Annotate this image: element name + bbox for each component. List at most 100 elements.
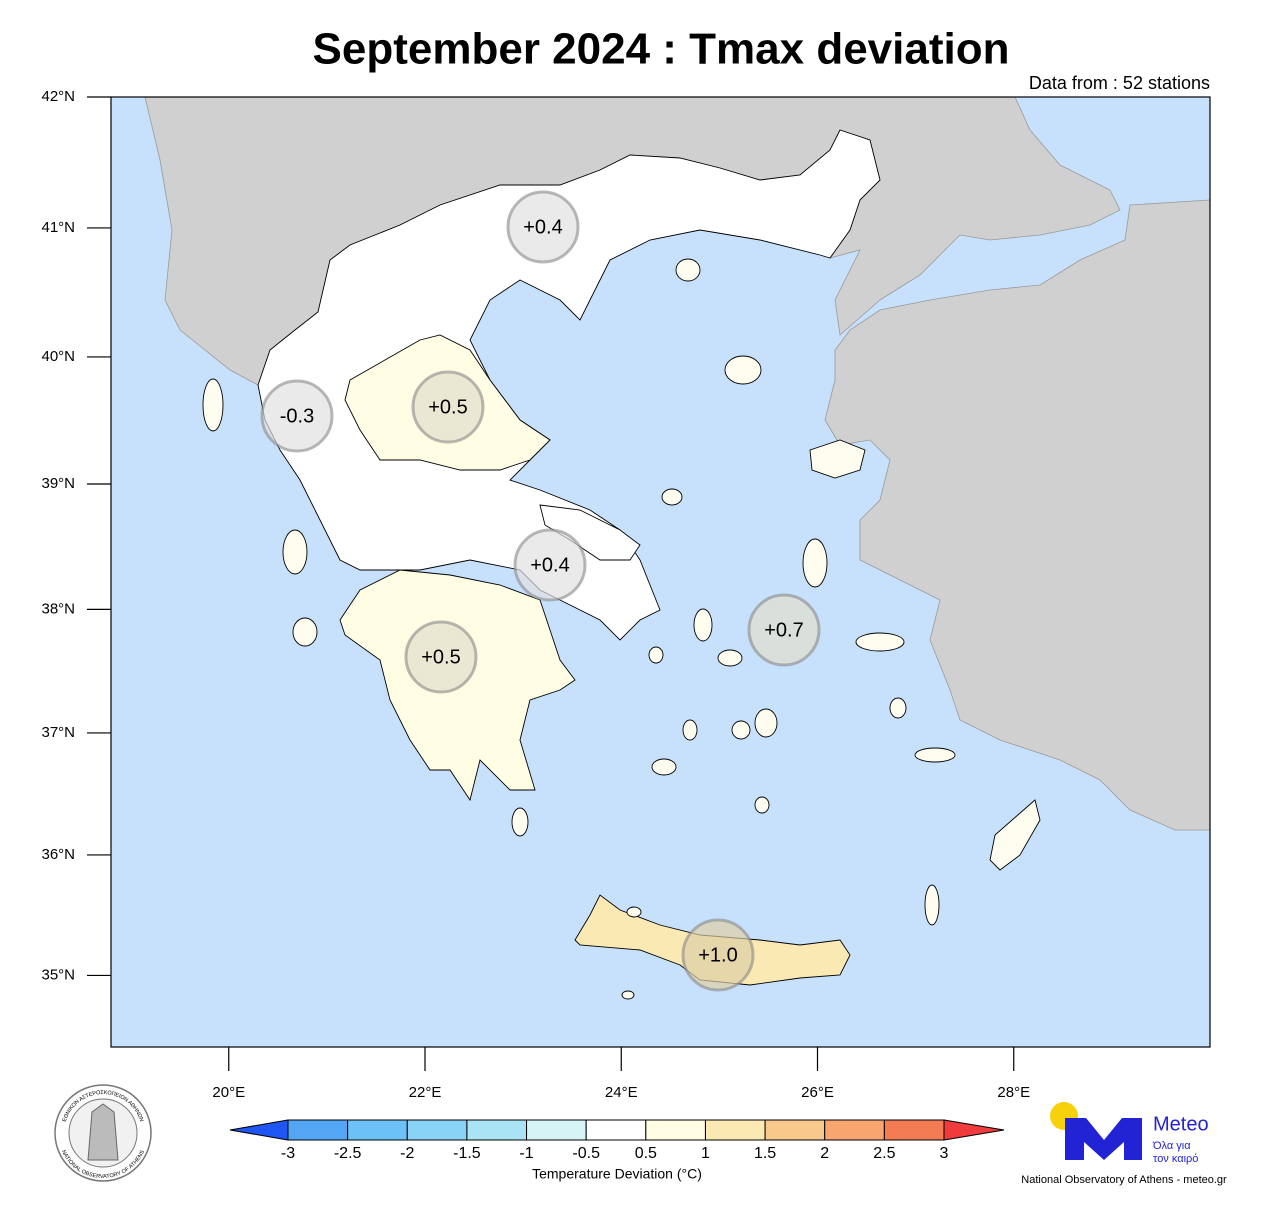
kythira (511, 807, 529, 837)
y-tick-label: 36°N (41, 846, 75, 863)
kea (648, 646, 664, 664)
x-tick-label: 24°E (605, 1084, 638, 1101)
x-tick-label: 26°E (801, 1084, 834, 1101)
marker-label: +1.0 (698, 944, 737, 966)
chios (802, 538, 828, 588)
zakynthos (292, 617, 318, 647)
y-tick-label: 35°N (41, 966, 75, 983)
colorbar-box (406, 1119, 468, 1141)
naxos (754, 708, 778, 738)
colorbar-tick-label: -0.5 (572, 1145, 600, 1162)
rhodes (989, 799, 1041, 871)
y-tick-label: 37°N (41, 724, 75, 741)
lemnos (724, 355, 762, 385)
colorbar-tick-label: 2 (820, 1145, 829, 1162)
y-tick-label: 42°N (41, 88, 75, 105)
colorbar-box (466, 1119, 528, 1141)
colorbar-box (645, 1119, 706, 1141)
paros (731, 720, 751, 740)
noa-seal: ΕΘΝΙΚΟΝ ΑΣΤΕΡΟΣΚΟΠΕΙΟΝ ΑΘΗΝΩΝ NATIONAL O… (54, 1084, 152, 1182)
colorbar-tick-label: -1 (519, 1145, 533, 1162)
colorbar-tick-label: 1.5 (754, 1145, 776, 1162)
deviation-marker: +1.0 (681, 918, 755, 992)
leros (889, 697, 907, 719)
y-tick-label: 41°N (41, 219, 75, 236)
kos (914, 747, 956, 763)
colorbar-box (704, 1119, 766, 1141)
colorbar-title: Temperature Deviation (°C) (532, 1166, 702, 1182)
colorbar-under (229, 1119, 289, 1141)
colorbar-tick-label: 2.5 (873, 1145, 895, 1162)
colorbar-tick-label: -3 (281, 1145, 295, 1162)
footer: National Observatory of Athens - meteo.g… (1021, 1174, 1227, 1186)
samos (855, 632, 905, 652)
colorbar-tick-label: -1.5 (453, 1145, 481, 1162)
marker-label: +0.7 (764, 619, 803, 641)
logo-tagline: Όλα για (1152, 1140, 1191, 1152)
marker (513, 528, 587, 602)
colorbar-tick-label: -2 (400, 1145, 414, 1162)
colorbar-box (824, 1119, 885, 1141)
karpathos (924, 884, 940, 926)
deviation-marker: +0.5 (411, 370, 485, 444)
colorbar-box (526, 1119, 587, 1141)
land (144, 97, 1210, 1000)
colorbar-tick-label: -2.5 (334, 1145, 362, 1162)
colorbar-box (883, 1119, 945, 1141)
thasos (675, 258, 701, 282)
x-tick-label: 20°E (212, 1084, 245, 1101)
milos (651, 758, 677, 776)
colorbar-box (347, 1119, 408, 1141)
logo-name: Meteo (1153, 1113, 1209, 1135)
corfu (202, 378, 224, 432)
sifnos (682, 719, 698, 741)
anatolia (824, 199, 1210, 831)
marker-label: +0.5 (428, 396, 467, 418)
colorbar-tick-label: 0.5 (635, 1145, 657, 1162)
logo-m (1065, 1118, 1142, 1160)
marker (681, 918, 755, 992)
kefalonia (282, 529, 308, 575)
gavdos (621, 990, 635, 1000)
lesvos (809, 439, 866, 479)
meteo-logo: Meteo Όλα για τον καιρό (1050, 1102, 1209, 1165)
deviation-marker: -0.3 (260, 379, 334, 453)
dia (626, 906, 642, 918)
andros (693, 608, 713, 642)
colorbar-tick-label: 3 (940, 1145, 949, 1162)
marker-label: +0.4 (530, 554, 569, 576)
colorbar-box (287, 1119, 349, 1141)
skyros (661, 488, 683, 506)
marker (506, 190, 580, 264)
y-tick-label: 38°N (41, 600, 75, 617)
title: September 2024 : Tmax deviation (313, 25, 1010, 74)
marker (747, 593, 821, 667)
marker-label: +0.5 (421, 646, 460, 668)
y-tick-label: 40°N (41, 348, 75, 365)
deviation-marker: +0.4 (513, 528, 587, 602)
colorbar-over (943, 1119, 1005, 1141)
marker (260, 379, 334, 453)
x-tick-label: 22°E (409, 1084, 442, 1101)
marker (411, 370, 485, 444)
seal-figure (87, 1103, 119, 1161)
x-tick-label: 28°E (997, 1084, 1030, 1101)
logo-tagline: τον καιρό (1153, 1153, 1198, 1165)
subtitle: Data from : 52 stations (1029, 73, 1210, 93)
marker-label: +0.4 (523, 216, 562, 238)
marker (404, 620, 478, 694)
deviation-marker: +0.4 (506, 190, 580, 264)
marker-label: -0.3 (280, 405, 314, 427)
y-tick-label: 39°N (41, 475, 75, 492)
deviation-marker: +0.5 (404, 620, 478, 694)
deviation-marker: +0.7 (747, 593, 821, 667)
colorbar-box (585, 1119, 647, 1141)
santorini (754, 796, 770, 814)
tinos (717, 649, 743, 667)
colorbar-box (764, 1119, 826, 1141)
map-frame (110, 96, 1211, 1048)
colorbar-tick-label: 1 (701, 1145, 710, 1162)
